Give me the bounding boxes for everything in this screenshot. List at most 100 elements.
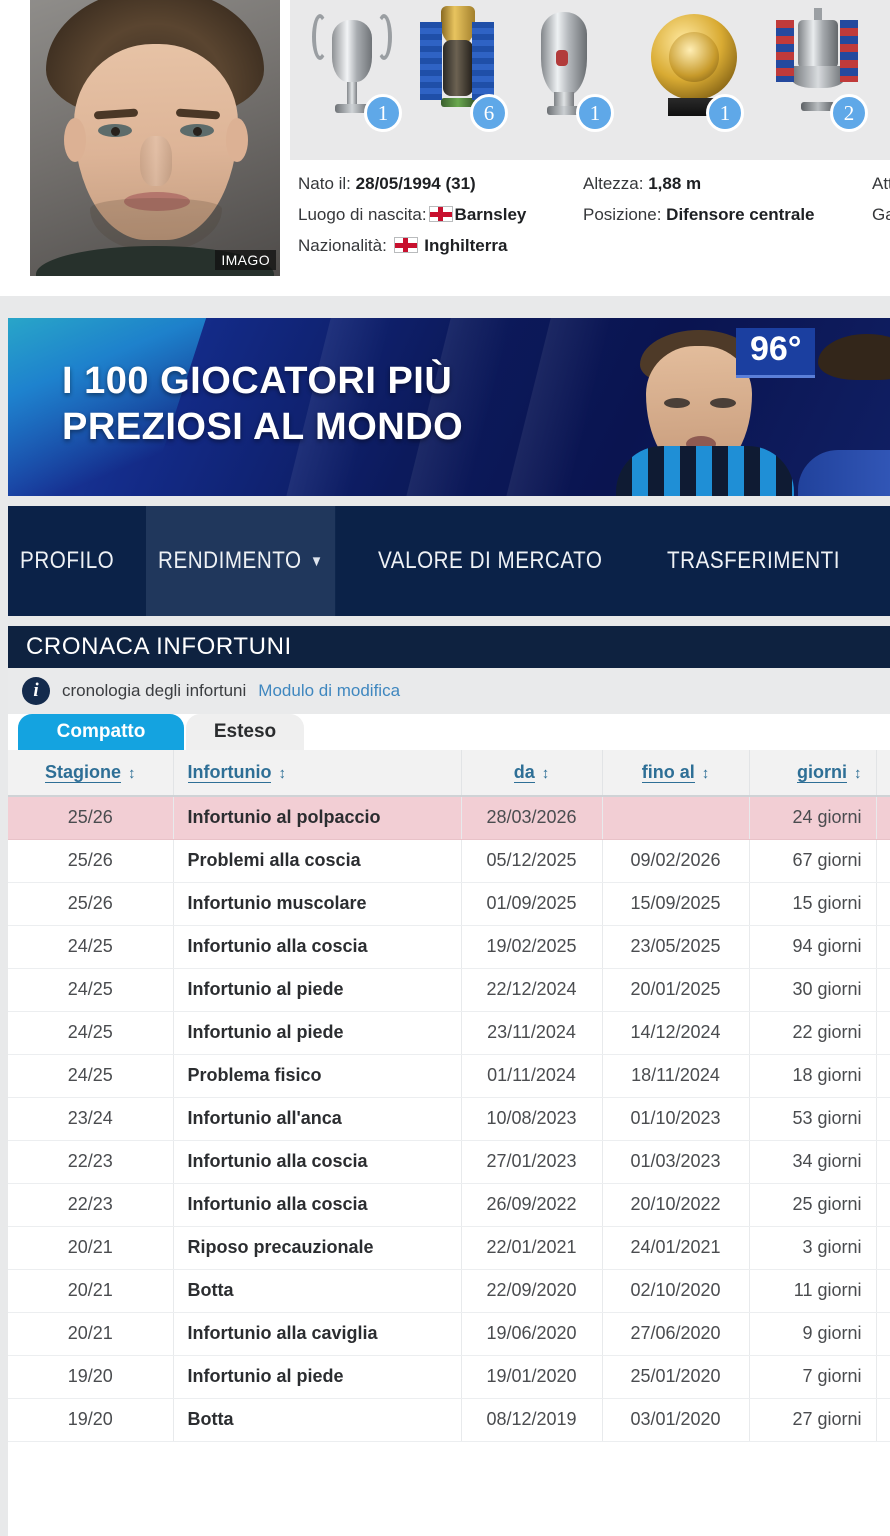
column-header-label[interactable]: da <box>513 762 535 783</box>
injury-name-cell: Riposo precauzionale <box>173 1226 462 1270</box>
bio-label: Nazionalità: <box>298 236 387 255</box>
trophy-champions-league[interactable]: 1 <box>304 6 402 134</box>
sort-arrows-icon[interactable]: ↕ <box>701 765 710 782</box>
trophy-count-badge: 6 <box>470 94 508 132</box>
table-row[interactable]: 24/25 Infortunio alla coscia 19/02/2025 23/… <box>8 925 890 969</box>
tab-compatto[interactable]: Compatto <box>18 714 184 750</box>
bio-height: Altezza: 1,88 m <box>583 168 815 199</box>
injury-from-date-cell: 19/06/2020 <box>461 1312 603 1356</box>
bio-column-3-clipped: Att Gar <box>872 168 890 230</box>
nav-tab-valore-di-mercato[interactable]: VALORE DI MERCATO <box>366 506 614 616</box>
table-row[interactable]: 24/25 Infortunio al piede 23/11/2024 14/12/… <box>8 1011 890 1055</box>
column-header-label[interactable]: giorni <box>797 762 847 783</box>
injury-until-date-cell: 14/12/2024 <box>602 1011 750 1055</box>
injury-name-cell: Botta <box>173 1269 462 1313</box>
injury-clipped-cell <box>876 882 890 926</box>
column-header-giorni[interactable]: giorni ↕ <box>749 750 877 797</box>
view-mode-tabs[interactable]: Compatto Esteso <box>8 714 890 750</box>
nav-tab-rendimento[interactable]: RENDIMENTO ▼ <box>145 506 336 616</box>
bio-clipped-1: Att <box>872 174 890 193</box>
injury-clipped-cell <box>876 1269 890 1313</box>
banner-headline: I 100 GIOCATORI PIÙ PREZIOSI AL MONDO <box>62 360 464 448</box>
table-row[interactable]: 20/21 Infortunio alla caviglia 19/06/2020 2… <box>8 1312 890 1356</box>
injury-until-date-cell: 03/01/2020 <box>602 1398 750 1442</box>
tab-esteso[interactable]: Esteso <box>186 714 304 750</box>
trophy-uefa-super-cup[interactable]: 1 <box>516 6 614 134</box>
bio-label: Altezza: <box>583 174 644 193</box>
nav-tab-profilo[interactable]: PROFILO <box>8 506 126 616</box>
column-header-fino-al[interactable]: fino al ↕ <box>602 750 750 797</box>
injury-days-cell: 34 giorni <box>749 1140 877 1184</box>
injury-name-cell: Infortunio alla caviglia <box>173 1312 462 1356</box>
column-header-label[interactable]: Infortunio <box>187 762 272 783</box>
injury-days-cell: 15 giorni <box>749 882 877 926</box>
table-row[interactable]: 20/21 Riposo precauzionale 22/01/2021 24/01… <box>8 1226 890 1270</box>
table-row[interactable]: 25/26 Infortunio muscolare 01/09/2025 15/09… <box>8 882 890 926</box>
trophy-fa-cup[interactable]: 2 <box>770 6 868 134</box>
player-bio: Nato il: 28/05/1994 (31) Luogo di nascit… <box>290 168 890 280</box>
table-row[interactable]: 25/26 Infortunio al polpaccio 28/03/2026 24… <box>8 796 890 840</box>
fifa-club-world-cup-trophy-icon <box>646 6 742 134</box>
column-header-infortunio[interactable]: Infortunio ↕ <box>173 750 462 797</box>
promo-banner[interactable]: 96° I 100 GIOCATORI PIÙ PREZIOSI AL MOND… <box>8 318 890 496</box>
table-row[interactable]: 19/20 Botta 08/12/2019 03/01/2020 27 giorni <box>8 1398 890 1442</box>
photo-watermark: IMAGO <box>215 250 276 270</box>
table-row[interactable]: 24/25 Problema fisico 01/11/2024 18/11/2024… <box>8 1054 890 1098</box>
injury-from-date-cell: 01/09/2025 <box>461 882 603 926</box>
injury-clipped-cell <box>876 1226 890 1270</box>
injury-until-date-cell: 01/10/2023 <box>602 1097 750 1141</box>
trophy-fifa-club-world-cup[interactable]: 1 <box>646 6 744 134</box>
injury-season-cell: 24/25 <box>8 925 174 969</box>
injury-name-cell: Infortunio alla coscia <box>173 1140 462 1184</box>
trophy-premier-league[interactable]: 6 <box>410 6 508 134</box>
sort-arrows-icon[interactable]: ↕ <box>854 765 862 782</box>
injury-from-date-cell: 22/12/2024 <box>461 968 603 1012</box>
injury-from-date-cell: 27/01/2023 <box>461 1140 603 1184</box>
sort-arrows-icon[interactable]: ↕ <box>128 765 136 782</box>
injury-season-cell: 19/20 <box>8 1398 174 1442</box>
table-row[interactable]: 19/20 Infortunio al piede 19/01/2020 25/01/… <box>8 1355 890 1399</box>
injury-days-cell: 7 giorni <box>749 1355 877 1399</box>
injury-until-date-cell: 24/01/2021 <box>602 1226 750 1270</box>
bio-value[interactable]: Barnsley <box>454 205 527 224</box>
injury-from-date-cell: 22/09/2020 <box>461 1269 603 1313</box>
injury-from-date-cell: 23/11/2024 <box>461 1011 603 1055</box>
column-header-label[interactable]: fino al <box>641 762 695 783</box>
injury-season-cell: 20/21 <box>8 1226 174 1270</box>
nav-tab-label: PROFILO <box>20 547 115 574</box>
injury-name-cell: Infortunio al piede <box>173 1011 462 1055</box>
injury-until-date-cell: 20/01/2025 <box>602 968 750 1012</box>
sort-arrows-icon[interactable]: ↕ <box>541 765 550 782</box>
column-header-stagione[interactable]: Stagione ↕ <box>8 750 174 797</box>
player-nav-tabs[interactable]: PROFILO RENDIMENTO ▼ VALORE DI MERCATO T… <box>8 506 890 616</box>
table-row[interactable]: 23/24 Infortunio all'anca 10/08/2023 01/10/… <box>8 1097 890 1141</box>
injury-clipped-cell <box>876 1312 890 1356</box>
column-header-label[interactable]: Stagione <box>44 762 121 783</box>
column-header-da[interactable]: da ↕ <box>461 750 603 797</box>
sort-arrows-icon[interactable]: ↕ <box>278 765 286 782</box>
injury-days-cell: 3 giorni <box>749 1226 877 1270</box>
tab-label: Compatto <box>56 721 146 742</box>
injury-name-cell: Infortunio al piede <box>173 1355 462 1399</box>
injury-clipped-cell <box>876 796 890 840</box>
nav-tab-rumor[interactable]: RUMOR <box>884 506 890 616</box>
injury-until-date-cell: 25/01/2020 <box>602 1355 750 1399</box>
player-photo[interactable]: IMAGO <box>30 0 280 276</box>
injury-clipped-cell <box>876 1355 890 1399</box>
trophy-count-badge: 1 <box>364 94 402 132</box>
banner-rank-badge: 96° <box>736 328 816 378</box>
injury-name-cell: Infortunio alla coscia <box>173 1183 462 1227</box>
edit-module-link[interactable]: Modulo di modifica <box>258 681 401 700</box>
injury-clipped-cell <box>876 968 890 1012</box>
table-row[interactable]: 22/23 Infortunio alla coscia 27/01/2023 01/… <box>8 1140 890 1184</box>
bio-nationality: Nazionalità: Inghilterra <box>298 230 526 261</box>
england-flag-icon <box>393 237 418 253</box>
bio-value: Difensore centrale <box>666 205 815 224</box>
table-row[interactable]: 25/26 Problemi alla coscia 05/12/2025 09/02… <box>8 839 890 883</box>
table-row[interactable]: 20/21 Botta 22/09/2020 02/10/2020 11 giorni <box>8 1269 890 1313</box>
injury-season-cell: 22/23 <box>8 1183 174 1227</box>
table-row[interactable]: 24/25 Infortunio al piede 22/12/2024 20/01/… <box>8 968 890 1012</box>
table-row[interactable]: 22/23 Infortunio alla coscia 26/09/2022 20/… <box>8 1183 890 1227</box>
nav-tab-trasferimenti[interactable]: TRASFERIMENTI <box>655 506 852 616</box>
